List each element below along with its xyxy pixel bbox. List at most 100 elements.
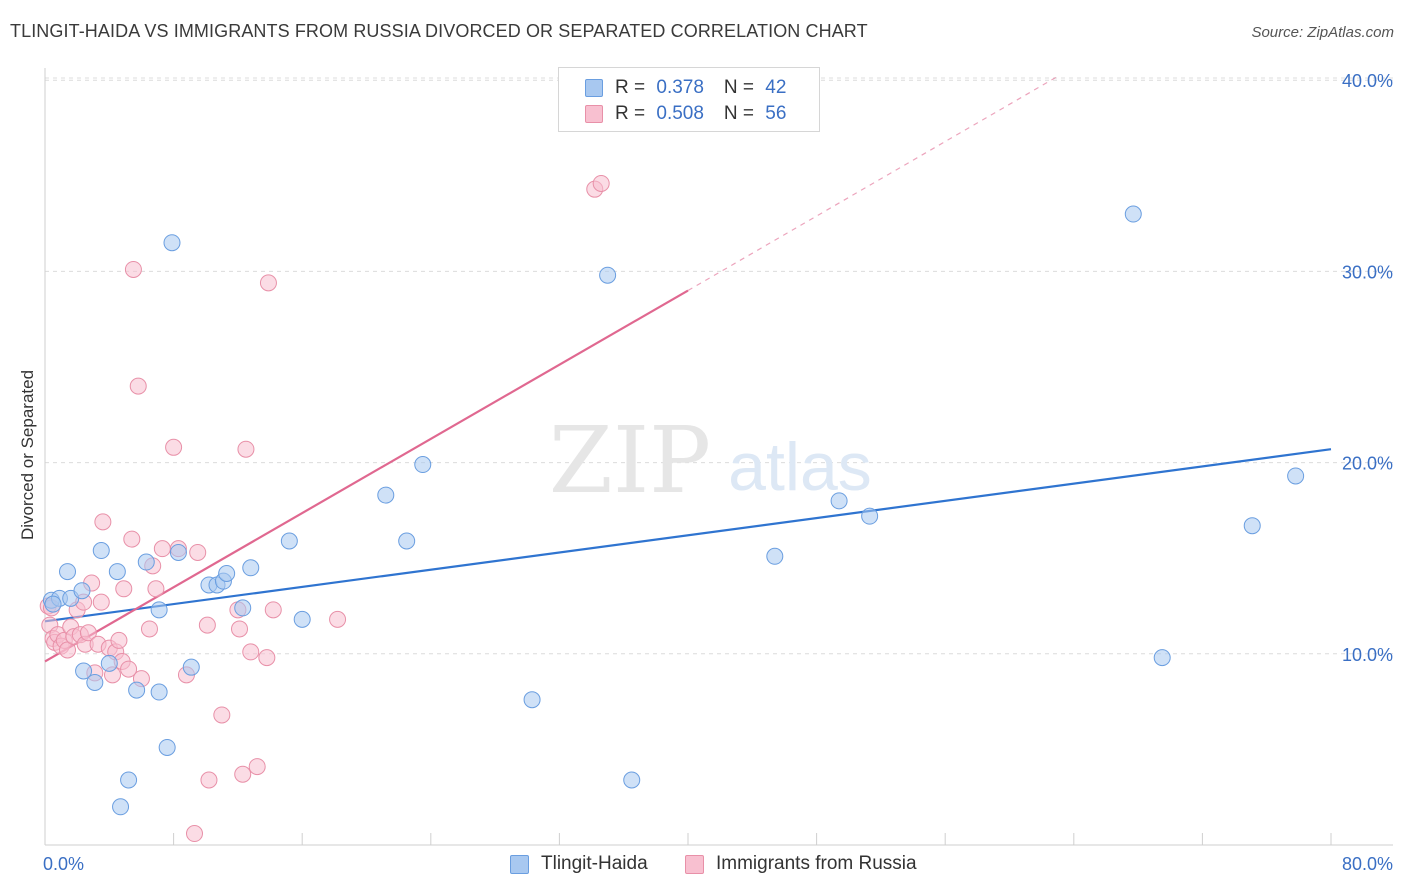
legend-r-label: R = [615,77,651,98]
point-russia [140,620,158,638]
legend-n-value: 42 [765,77,787,98]
legend-row-tlingit: R = 0.378 N = 42 [585,75,786,101]
source-credit: Source: ZipAtlas.com [1251,24,1394,41]
point-tlingit [377,486,395,504]
points-layer [39,174,1305,843]
x-tick-label: 0.0% [43,854,84,874]
point-russia [124,260,142,278]
chart-title: TLINGIT-HAIDA VS IMMIGRANTS FROM RUSSIA … [10,21,868,41]
trend-line-tlingit [44,448,1332,623]
point-tlingit [523,691,541,709]
point-russia [264,601,282,619]
point-russia [248,758,266,776]
legend-swatch-tlingit [585,79,603,97]
point-russia [123,530,141,548]
legend-swatch-russia [585,105,603,123]
point-russia [129,377,147,395]
point-tlingit [150,601,168,619]
point-tlingit [1243,517,1261,535]
point-russia [92,593,110,611]
point-tlingit [137,553,155,571]
trend-line-russia [44,289,689,663]
point-tlingit [623,771,641,789]
point-tlingit [182,658,200,676]
point-tlingit [1124,205,1142,223]
y-tick-label: 40.0% [1342,71,1393,91]
point-tlingit [766,547,784,565]
point-tlingit [86,673,104,691]
legend-row-russia: R = 0.508 N = 56 [585,101,786,127]
legend-n-label: N = [723,77,760,98]
point-tlingit [861,507,879,525]
point-tlingit [150,683,168,701]
point-tlingit [1287,467,1305,485]
point-russia [115,580,133,598]
point-tlingit [234,599,252,617]
point-russia [94,513,112,531]
series-label-tlingit: Tlingit-Haida [541,853,648,874]
point-tlingit [128,681,146,699]
point-russia [258,649,276,667]
point-tlingit [599,266,617,284]
axis-layer: 10.0% 20.0% 30.0% 40.0% 0.0% 80.0% [43,68,1393,874]
point-russia [153,540,171,558]
legend-r-label: R = [615,103,651,124]
series-swatch-russia [685,854,704,874]
point-tlingit [414,456,432,474]
watermark: ZIP atlas [549,407,872,514]
trend-line-russia-extension [687,75,1059,292]
point-russia [189,543,207,561]
point-russia [242,643,260,661]
point-russia [234,765,252,783]
point-tlingit [218,564,236,582]
point-tlingit [44,595,62,613]
point-tlingit [100,654,118,672]
point-tlingit [280,532,298,550]
legend-r-value: 0.378 [656,77,704,98]
point-russia [110,631,128,649]
watermark-atlas: atlas [728,429,872,505]
point-tlingit [398,532,416,550]
y-tick-label: 10.0% [1342,645,1393,665]
point-russia [147,580,165,598]
series-label-russia: Immigrants from Russia [716,853,917,874]
point-russia [198,616,216,634]
point-tlingit [158,738,176,756]
point-tlingit [92,542,110,560]
point-russia [185,825,203,843]
point-tlingit [108,563,126,581]
point-russia [213,706,231,724]
series-legend-russia: Immigrants from Russia [685,852,917,876]
point-russia [200,771,218,789]
x-tick-label: 80.0% [1342,854,1393,874]
watermark-zip: ZIP [549,407,711,514]
point-russia [165,438,183,456]
point-russia [120,660,138,678]
point-tlingit [120,771,138,789]
point-tlingit [830,492,848,510]
point-russia [592,174,610,192]
trend-layer [44,75,1332,663]
legend-r-value: 0.508 [656,103,704,124]
point-tlingit [59,563,77,581]
correlation-legend: R = 0.378 N = 42 R = 0.508 N = 56 [558,67,820,132]
point-russia [259,274,277,292]
legend-n-value: 56 [765,103,787,124]
point-tlingit [293,610,311,628]
point-russia [231,620,249,638]
point-tlingit [75,662,93,680]
point-tlingit [112,798,130,816]
y-axis-label: Divorced or Separated [18,370,37,540]
point-tlingit [163,234,181,252]
point-tlingit [242,559,260,577]
y-tick-label: 30.0% [1342,262,1393,282]
series-legend-tlingit: Tlingit-Haida [510,852,648,876]
series-swatch-tlingit [510,854,529,874]
point-russia [329,610,347,628]
point-tlingit [169,543,187,561]
y-tick-label: 20.0% [1342,454,1393,474]
point-tlingit [1153,649,1171,667]
point-russia [79,624,97,642]
legend-n-label: N = [723,103,760,124]
